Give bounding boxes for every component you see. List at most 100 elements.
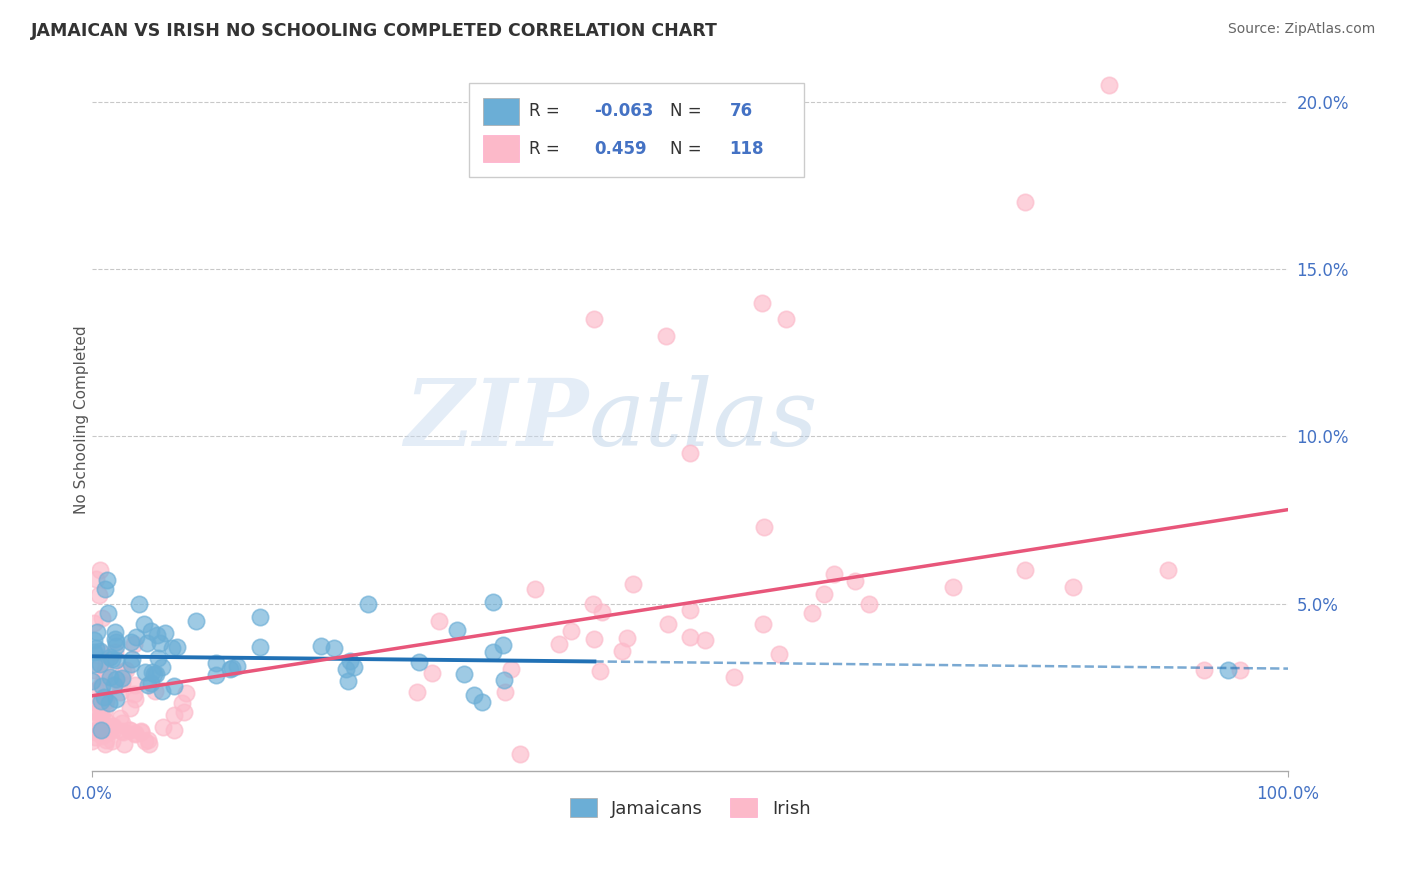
Point [453, 667, 475, 681]
Point [86, 624, 108, 639]
Point [405, 685, 427, 699]
Point [94, 664, 117, 678]
Point [581, 598, 603, 612]
Point [125, 630, 148, 644]
Point [111, 671, 134, 685]
Point [134, 734, 156, 748]
Point [420, 665, 443, 680]
Point [801, 606, 824, 620]
Point [1157, 563, 1180, 577]
Point [93, 701, 115, 715]
Point [813, 587, 835, 601]
Point [93, 737, 115, 751]
Point [90, 694, 112, 708]
Point [752, 519, 775, 533]
Point [723, 670, 745, 684]
Point [582, 632, 605, 646]
Point [128, 597, 150, 611]
Point [172, 696, 194, 710]
Point [143, 683, 166, 698]
Point [94, 582, 117, 596]
FancyBboxPatch shape [484, 136, 519, 162]
Point [90, 723, 112, 737]
Point [942, 580, 965, 594]
Point [1014, 195, 1036, 210]
Point [124, 678, 146, 692]
Point [173, 706, 195, 720]
Point [858, 597, 880, 611]
Point [90, 701, 112, 715]
Point [104, 645, 127, 659]
Point [89, 563, 111, 577]
Point [221, 661, 243, 675]
Point [612, 644, 634, 658]
Point [751, 295, 773, 310]
Point [482, 645, 505, 659]
Point [110, 715, 132, 730]
Point [93, 690, 115, 705]
Point [83, 644, 105, 658]
Point [1097, 78, 1119, 93]
Point [124, 687, 146, 701]
Point [111, 724, 134, 739]
Point [96, 573, 118, 587]
Point [1062, 580, 1084, 594]
Point [83, 616, 105, 631]
Point [86, 723, 108, 738]
Point [82, 674, 104, 689]
Point [775, 312, 797, 326]
Point [322, 640, 344, 655]
Point [104, 692, 127, 706]
Point [249, 610, 271, 624]
Text: R =: R = [529, 139, 560, 158]
Point [138, 678, 160, 692]
Point [679, 630, 702, 644]
Point [124, 692, 146, 706]
Point [163, 708, 186, 723]
Point [129, 723, 152, 738]
Point [343, 660, 366, 674]
Point [96, 714, 118, 729]
Point [309, 639, 332, 653]
Point [90, 730, 112, 744]
Point [1194, 664, 1216, 678]
Point [90, 678, 112, 692]
Point [97, 724, 120, 739]
Text: 0.459: 0.459 [595, 139, 647, 158]
Point [83, 723, 105, 738]
Point [108, 711, 131, 725]
Point [86, 705, 108, 719]
Point [97, 606, 120, 620]
Point [679, 446, 702, 460]
Point [501, 662, 523, 676]
Text: atlas: atlas [589, 375, 818, 465]
Point [138, 737, 160, 751]
Point [768, 647, 790, 661]
Point [96, 732, 118, 747]
Point [184, 615, 207, 629]
Point [844, 574, 866, 588]
Point [84, 641, 107, 656]
Point [83, 695, 105, 709]
Point [83, 633, 105, 648]
Point [89, 710, 111, 724]
Point [1218, 664, 1240, 678]
Point [89, 657, 111, 672]
Point [118, 723, 141, 738]
Point [1229, 664, 1251, 678]
Text: ZIP: ZIP [404, 375, 589, 465]
Point [143, 666, 166, 681]
Point [492, 638, 515, 652]
Point [101, 652, 124, 666]
Point [132, 617, 155, 632]
Point [335, 663, 357, 677]
Point [111, 725, 134, 739]
Point [89, 725, 111, 739]
Point [134, 665, 156, 680]
Point [83, 700, 105, 714]
Point [101, 723, 124, 737]
Point [621, 576, 644, 591]
Point [83, 657, 105, 672]
Point [90, 709, 112, 723]
Point [93, 670, 115, 684]
